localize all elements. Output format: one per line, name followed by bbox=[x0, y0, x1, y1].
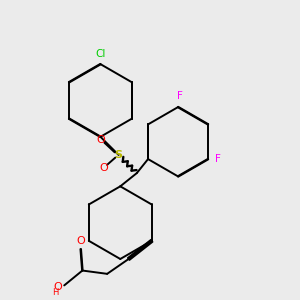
Text: H: H bbox=[52, 288, 58, 297]
Text: O: O bbox=[54, 282, 63, 292]
Text: O: O bbox=[99, 163, 108, 172]
Text: F: F bbox=[177, 91, 183, 101]
Text: O: O bbox=[76, 236, 85, 246]
Text: S: S bbox=[115, 150, 123, 160]
Text: F: F bbox=[215, 154, 221, 164]
Text: Cl: Cl bbox=[95, 49, 106, 59]
Text: O: O bbox=[96, 135, 105, 145]
